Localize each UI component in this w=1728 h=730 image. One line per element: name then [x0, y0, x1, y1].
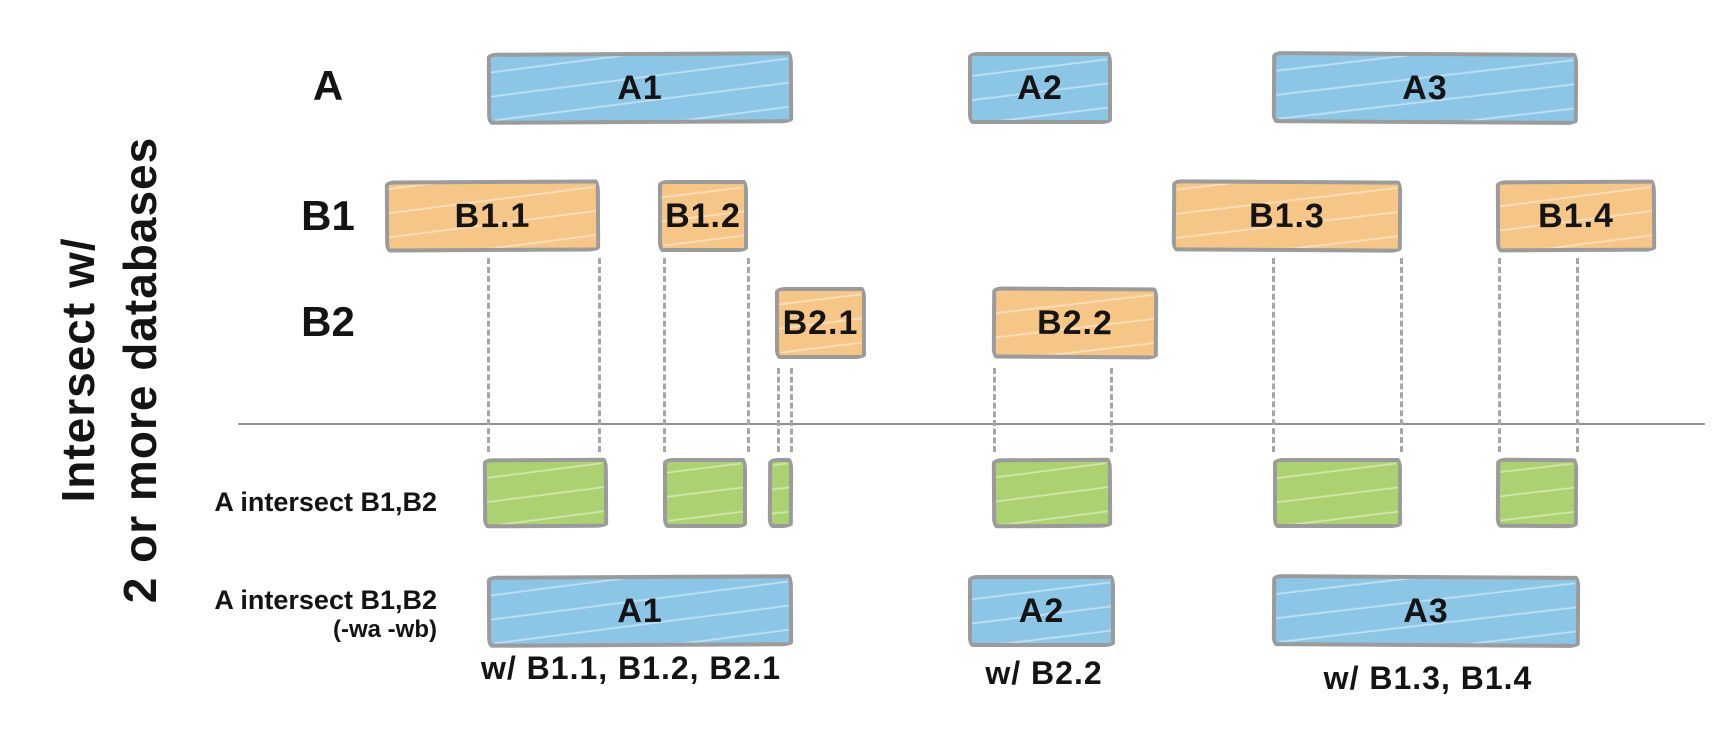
- dashed-guide: [790, 368, 793, 452]
- dashed-guide: [1576, 258, 1579, 452]
- interval-label: B1.4: [1537, 196, 1615, 235]
- dashed-guide: [747, 258, 750, 452]
- interval-label: A3: [1403, 591, 1449, 630]
- dashed-guide: [777, 368, 780, 452]
- dashed-guide: [1498, 258, 1501, 452]
- interval-B1.2: B1.2: [658, 180, 748, 252]
- interval-label: B1.3: [1248, 196, 1326, 235]
- intersect-segment: [991, 457, 1113, 529]
- track-label-b1: B1: [301, 192, 355, 239]
- result-label-wa-wb-line2: (-wa -wb): [333, 616, 437, 644]
- interval-label: A1: [617, 591, 663, 630]
- interval-label: B1.1: [454, 196, 531, 235]
- interval-label: B1.2: [665, 196, 741, 235]
- interval-B1.4: B1.4: [1495, 179, 1657, 253]
- caption-a3-overlaps: w/ B1.3, B1.4: [1323, 660, 1533, 696]
- interval-label: B2.2: [1036, 303, 1114, 342]
- interval-B2.2: B2.2: [991, 286, 1159, 360]
- intersect-segment: [767, 457, 794, 529]
- interval-A2: A2: [968, 52, 1112, 124]
- intersect-segment: [1273, 458, 1402, 528]
- result-label-intersect-text: A intersect B1,B2: [214, 487, 437, 517]
- dashed-guide: [1400, 258, 1403, 452]
- track-label-a: A: [312, 62, 344, 109]
- interval-B1.3: B1.3: [1171, 179, 1403, 253]
- result-label-intersect-wa-wb: A intersect B1,B2 (-wa -wb): [60, 584, 437, 645]
- interval-A2: A2: [968, 575, 1115, 647]
- interval-A1: A1: [486, 574, 794, 648]
- dashed-guide: [598, 258, 601, 452]
- caption-a2-overlaps: w/ B2.2: [985, 655, 1103, 691]
- interval-A1: A1: [486, 51, 794, 125]
- dashed-guide: [1110, 368, 1113, 452]
- interval-B2.1: B2.1: [775, 287, 866, 359]
- divider-line: [238, 423, 1705, 425]
- interval-label: B2.1: [782, 303, 859, 342]
- track-label-b2: B2: [301, 298, 355, 345]
- dashed-guide: [663, 258, 666, 452]
- interval-label: A3: [1402, 68, 1448, 107]
- interval-label: A1: [617, 68, 663, 107]
- result-label-intersect: A intersect B1,B2: [60, 486, 437, 518]
- result-label-wa-wb-line1: A intersect B1,B2: [214, 585, 437, 615]
- interval-A3: A3: [1271, 574, 1581, 648]
- interval-label: A2: [1017, 68, 1063, 107]
- interval-A3: A3: [1271, 51, 1579, 125]
- intersect-segment: [663, 458, 747, 528]
- dashed-guide: [1272, 258, 1275, 452]
- intersect-segment: [482, 457, 609, 529]
- interval-label: A2: [1018, 591, 1065, 630]
- dashed-guide: [487, 258, 490, 452]
- dashed-guide: [993, 368, 996, 452]
- intersect-segment: [1495, 457, 1579, 529]
- interval-B1.1: B1.1: [384, 179, 601, 253]
- caption-a1-overlaps: w/ B1.1, B1.2, B2.1: [480, 650, 781, 686]
